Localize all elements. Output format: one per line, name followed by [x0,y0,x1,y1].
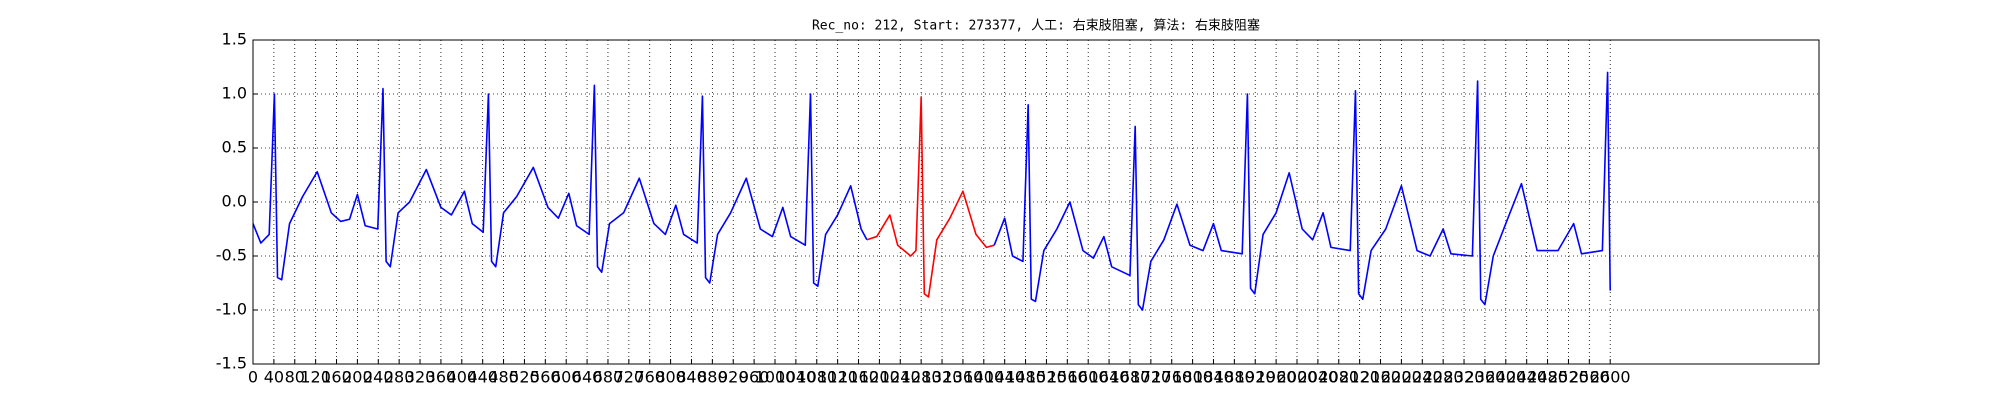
x-tick-label: 1840 [1193,368,1234,387]
x-tick-label: 1960 [1256,368,1297,387]
x-tick-label: 2600 [1590,368,1631,387]
x-tick-label: 200 [342,368,373,387]
y-tick-label: 1.5 [222,30,247,49]
x-tick-label: 1000 [755,368,796,387]
x-tick-label: 920 [718,368,749,387]
x-tick-label: 480 [488,368,519,387]
x-tick-label: 2400 [1485,368,1526,387]
x-tick-label: 2280 [1423,368,1464,387]
y-tick-label: -0.5 [216,246,247,265]
x-tick-label: 800 [655,368,686,387]
y-tick-label: 0.5 [222,138,247,157]
x-tick-label: 1360 [943,368,984,387]
x-tick-label: 1200 [859,368,900,387]
x-tick-label: 120 [300,368,331,387]
x-tick-label: 80 [285,368,305,387]
y-tick-label: 0.0 [222,192,247,211]
x-tick-label: 1480 [1005,368,1046,387]
x-tick-label: 880 [697,368,728,387]
x-tick-label: 320 [405,368,436,387]
y-tick-label: 1.0 [222,84,247,103]
ecg-line [252,84,868,288]
x-tick-label: 2160 [1360,368,1401,387]
x-tick-label: 1680 [1110,368,1151,387]
x-tick-label: 160 [321,368,352,387]
x-tick-label: 400 [447,368,478,387]
x-tick-label: 2520 [1548,368,1589,387]
x-tick-label: 1040 [776,368,817,387]
x-tick-label: 1800 [1172,368,1213,387]
x-tick-label: 760 [634,368,665,387]
x-tick-label: 640 [572,368,603,387]
x-tick-label: 2480 [1527,368,1568,387]
x-tick-label: 280 [384,368,415,387]
x-tick-label: 1640 [1089,368,1130,387]
x-tick-label: 40 [264,368,284,387]
x-tick-label: 2200 [1381,368,1422,387]
x-tick-label: 720 [614,368,645,387]
x-tick-label: 0 [248,368,258,387]
ecg-line [993,71,1611,311]
x-tick-label: 2440 [1506,368,1547,387]
x-tick-label: 2000 [1277,368,1318,387]
x-tick-label: 240 [363,368,394,387]
x-tick-label: 960 [739,368,770,387]
x-tick-label: 1440 [984,368,1025,387]
x-tick-label: 2120 [1339,368,1380,387]
x-tick-label: 2560 [1569,368,1610,387]
x-tick-label: 1760 [1151,368,1192,387]
y-tick-label: -1.5 [216,354,247,373]
x-tick-label: 2040 [1298,368,1339,387]
x-tick-label: 1720 [1130,368,1171,387]
x-tick-label: 1120 [817,368,858,387]
x-tick-label: 360 [426,368,457,387]
x-tick-label: 840 [676,368,707,387]
x-tick-label: 1280 [901,368,942,387]
x-tick-label: 1400 [963,368,1004,387]
x-tick-label: 440 [467,368,498,387]
x-tick-label: 520 [509,368,540,387]
x-tick-label: 1920 [1235,368,1276,387]
y-tick-label: -1.0 [216,300,247,319]
x-tick-label: 1160 [838,368,879,387]
x-tick-label: 600 [551,368,582,387]
x-tick-label: 2240 [1402,368,1443,387]
plot-frame [252,39,1820,365]
x-tick-label: 1320 [922,368,963,387]
ecg-line [866,96,995,298]
x-tick-label: 680 [593,368,624,387]
x-tick-label: 1600 [1068,368,1109,387]
x-tick-label: 1240 [880,368,921,387]
x-tick-label: 1520 [1026,368,1067,387]
x-tick-label: 2080 [1318,368,1359,387]
x-tick-label: 2360 [1465,368,1506,387]
x-tick-label: 560 [530,368,561,387]
x-tick-label: 1880 [1214,368,1255,387]
x-tick-label: 2320 [1444,368,1485,387]
chart-title: Rec_no: 212, Start: 273377, 人工: 右束肢阻塞, 算… [812,18,1260,34]
x-tick-label: 1560 [1047,368,1088,387]
x-tick-label: 1080 [796,368,837,387]
